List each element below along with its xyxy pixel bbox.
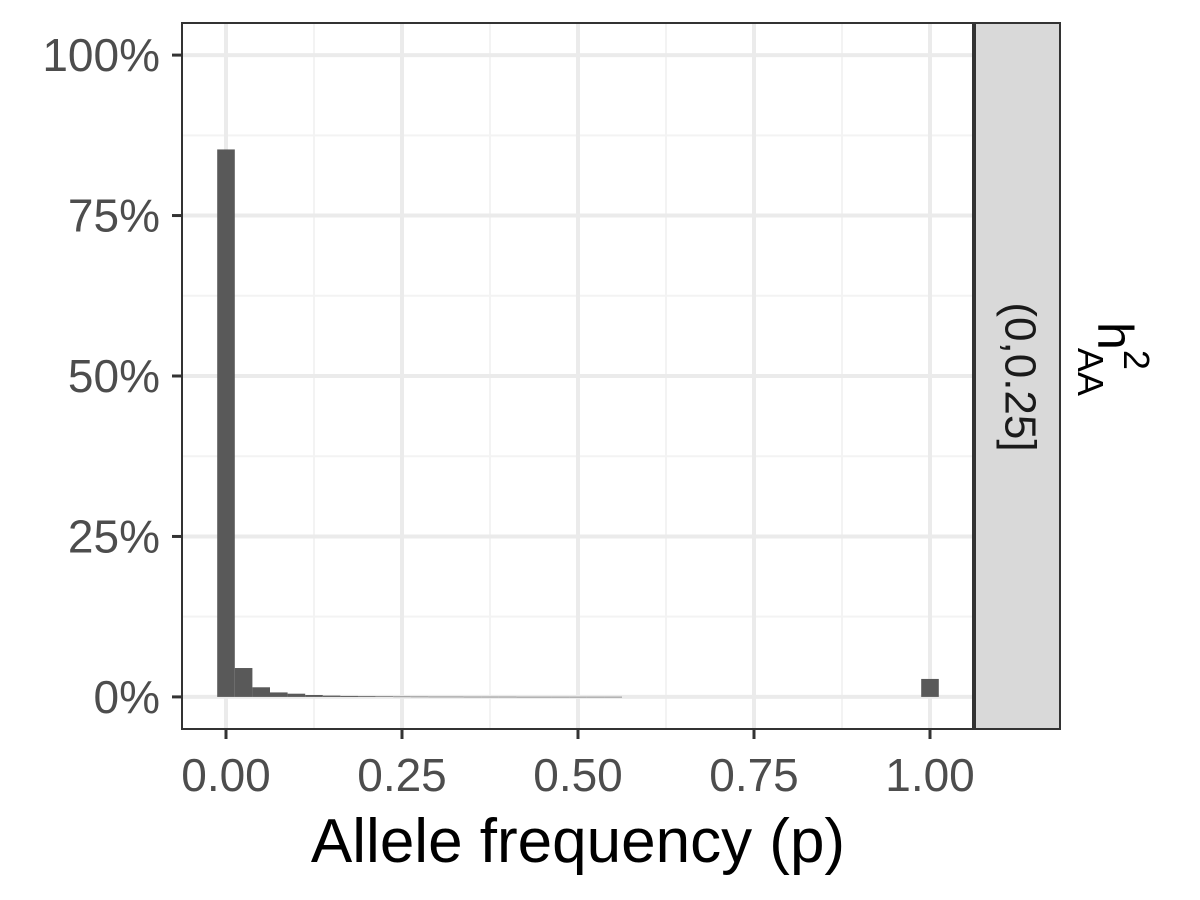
x-tick-label: 0.00 [181,749,271,801]
histogram-bar [551,696,570,698]
histogram-bar [586,696,605,698]
y-tick-label: 100% [42,29,160,81]
facet-strip-label: (0,0.25] [995,302,1044,451]
histogram-bar [287,693,306,697]
histogram-bar [270,692,288,697]
histogram-bar [358,696,376,697]
histogram-bars [217,149,939,698]
y-tick-label: 0% [94,671,160,723]
histogram-bar [534,696,552,698]
svg-text:h2AA: h2AA [1070,322,1157,396]
histogram-bar [921,678,939,697]
histogram-bar [569,696,587,698]
facet-strip [973,22,1061,730]
histogram-bar [375,696,394,697]
histogram-bar [516,696,534,698]
histogram-bar [234,668,253,697]
y-tick-label: 25% [68,510,160,562]
x-tick-label: 0.50 [533,749,623,801]
histogram-bar [340,695,358,697]
y-tick-label: 75% [68,190,160,242]
histogram-bar [428,696,446,698]
x-axis-ticks: 0.00 0.25 0.50 0.75 1.00 [181,729,975,801]
histogram-bar [498,696,517,698]
x-axis-title: Allele frequency (p) [311,807,845,876]
facet-title-base: h [1087,322,1143,350]
histogram-bar [604,696,622,698]
histogram-bar [410,696,429,698]
histogram-bar [322,695,341,697]
facet-variable-title: h2AA [1070,322,1157,396]
facet-title-subscript: AA [1070,348,1111,396]
histogram-bar [446,696,464,698]
x-tick-label: 1.00 [885,749,975,801]
histogram-bar [252,687,270,697]
histogram-bar [305,694,323,697]
y-axis-ticks: 0% 25% 50% 75% 100% [42,29,182,723]
x-tick-label: 0.25 [357,749,447,801]
histogram-bar [393,696,411,698]
histogram-bar [217,149,235,697]
facet-title-superscript: 2 [1116,350,1157,370]
x-tick-label: 0.75 [709,749,799,801]
histogram-bar [481,696,499,698]
histogram-bar [463,696,482,698]
y-tick-label: 50% [68,350,160,402]
